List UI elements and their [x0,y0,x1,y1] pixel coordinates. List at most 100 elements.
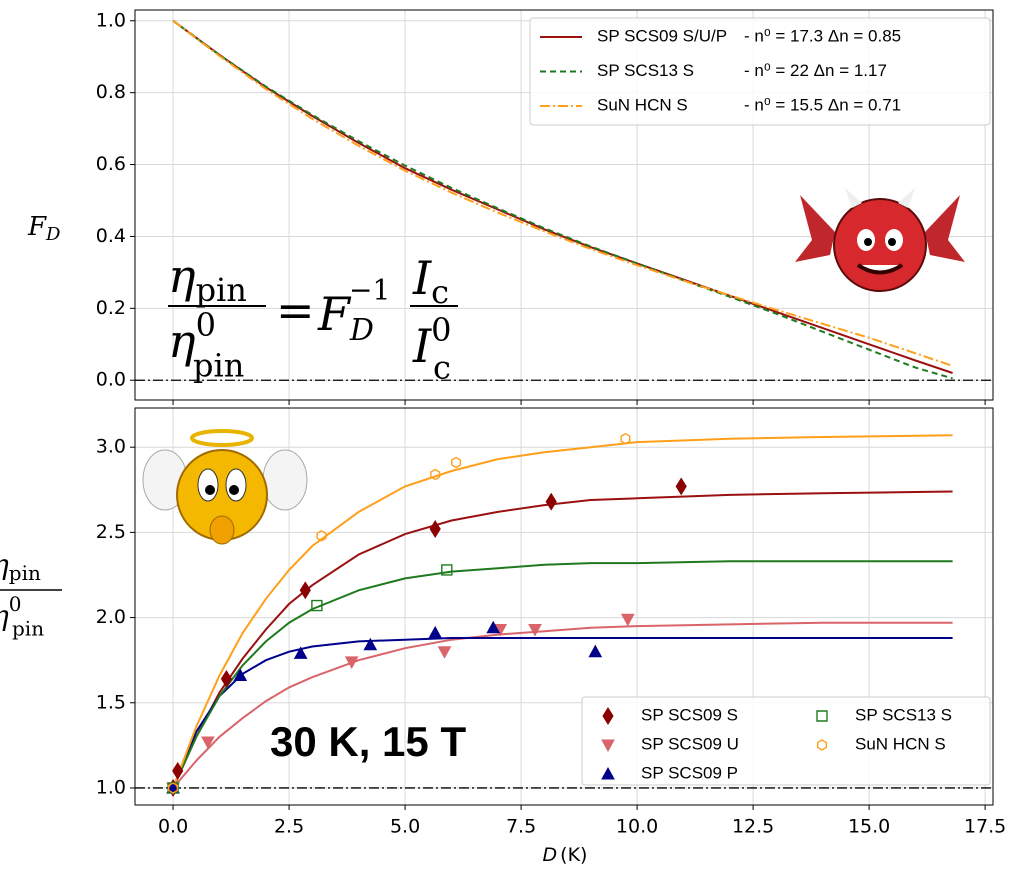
marker [602,707,614,725]
marker [528,624,542,637]
marker [816,710,828,722]
sup: 0 [9,592,22,616]
marker [429,520,441,538]
y-tick-label: 1.5 [96,691,126,713]
marker [168,782,179,794]
I: I [412,251,432,305]
equation: η0 [168,306,216,369]
y-tick-label: 0.4 [96,225,126,247]
sup: 0 [196,306,216,344]
x-tick-label: 7.5 [506,816,536,838]
marker [437,646,452,659]
y-tick-label: 2.5 [96,521,126,543]
y-label-main: F [27,212,47,242]
y-tick-label: 0.8 [96,81,126,103]
legend-label: SP SCS13 S [855,705,952,724]
equation: pin [193,347,244,385]
x-tick-label: 17.5 [964,816,1006,838]
eta: η [0,599,9,632]
marker [545,492,557,511]
y-tick-label: 3.0 [96,436,126,458]
marker [601,766,615,780]
marker [428,625,443,639]
y-tick-label: 0.6 [96,153,126,175]
x-tick-label: 15.0 [848,816,890,838]
x-label-unit: (K) [560,844,587,866]
angel-icon [142,429,308,545]
x-tick-label: 10.0 [616,816,658,838]
legend-label: SP SCS09 S [641,705,738,724]
legend-box [529,17,991,126]
marker [430,468,441,481]
legend-label: SuN HCN S [855,734,946,753]
marker [486,620,501,634]
legend-params: - n⁰ = 17.3 Δn = 0.85 [744,26,901,45]
marker [451,456,462,469]
x-tick-label: 0.0 [158,816,188,838]
y-tick-label: 0.2 [96,297,126,319]
y-axis-label: η0 [0,592,22,632]
I: I [412,319,432,373]
line-series [172,19,953,380]
sub: c [431,273,449,311]
eta: η [0,548,9,581]
F: F [317,287,352,341]
x-label-var: D [543,844,558,866]
x-tick-label: 5.0 [390,816,420,838]
marker [316,529,327,542]
marker [233,668,248,681]
y-axis-label: pin [12,617,44,641]
fit-line [172,434,953,789]
fit-line [172,637,953,789]
marker [220,669,232,688]
legend-label: SP SCS13 S [597,61,694,80]
legend-params: - n⁰ = 22 Δn = 1.17 [744,61,887,80]
marker [588,644,603,658]
sub: pin [9,561,41,585]
line-series [172,20,953,367]
equation: c [433,349,451,387]
x-tick-label: 2.5 [274,816,304,838]
plot-frame [134,407,994,806]
x-axis-label: D (K) [543,844,588,866]
equation: = [276,283,315,337]
eta: η [168,249,196,303]
marker [172,761,184,780]
plot-frame [134,9,994,401]
x-tick-label: 12.5 [732,816,774,838]
marker [441,564,453,576]
marker [675,477,687,496]
devil-icon [795,188,965,292]
y-axis-label: FD [27,212,61,245]
sup: 0 [431,311,451,349]
y-tick-label: 1.0 [96,776,126,798]
marker [620,432,631,445]
marker [601,739,615,753]
marker [299,581,311,600]
marker [201,736,215,750]
legend-label: SP SCS09 P [641,763,738,782]
y-tick-label: 0.0 [96,369,126,391]
sub: D [349,313,374,348]
marker [311,599,323,612]
marker [363,637,378,651]
equation: −1 [349,274,390,307]
fit-line [172,490,953,789]
equation: FD [317,287,374,348]
y-label-sub: D [45,224,61,245]
annotation: 30 K, 15 T [270,718,466,765]
marker [817,739,827,751]
sub: pin [196,271,247,309]
fit-line [172,621,953,789]
y-axis-label: ηpin [0,548,41,585]
eta: η [168,314,196,368]
y-tick-label: 1.0 [96,9,126,31]
legend-label: SP SCS09 U [641,734,739,753]
legend-label: SP SCS09 S/U/P [597,26,727,45]
legend-label: SuN HCN S [597,95,688,114]
marker [344,656,359,669]
legend-params: - n⁰ = 15.5 Δn = 0.71 [744,95,901,114]
equation: ηpin [168,249,247,309]
equation: I0 [412,311,452,374]
